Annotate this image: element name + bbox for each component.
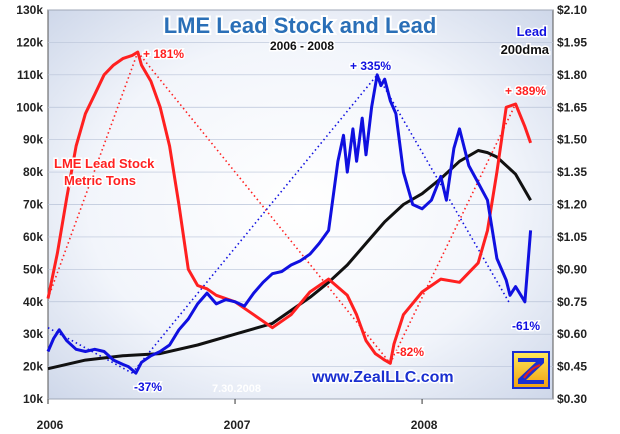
y-left-tick-label: 60k	[23, 230, 43, 244]
trend-line	[389, 103, 517, 364]
chart-subtitle: 2006 - 2008	[270, 39, 334, 53]
y-right-tick-label: $1.95	[557, 35, 587, 49]
grid	[48, 9, 553, 400]
y-left-tick-label: 100k	[16, 100, 43, 114]
annotation-minus-82: -82%	[396, 345, 424, 359]
legend-stock-line1: LME Lead Stock	[54, 156, 155, 171]
lead-price-line	[46, 73, 533, 375]
y-left-tick-label: 80k	[23, 165, 43, 179]
trend-line	[137, 51, 391, 364]
lme-lead-stock-line	[46, 50, 533, 365]
lead-200dma-line	[47, 149, 532, 371]
y-left-tick-label: 90k	[23, 133, 43, 147]
y-right-tick-label: $1.35	[557, 165, 587, 179]
chart-title: LME Lead Stock and Lead	[164, 13, 437, 38]
y-left-tick-label: 30k	[23, 327, 43, 341]
y-left-tick-label: 40k	[23, 295, 43, 309]
y-left-tick-label: 120k	[16, 35, 43, 49]
y-left-tick-label: 50k	[23, 262, 43, 276]
trend-line	[376, 74, 511, 305]
y-right-tick-label: $1.80	[557, 68, 587, 82]
annotation-plus-389: + 389%	[505, 84, 546, 98]
y-right-tick-label: $0.30	[557, 392, 587, 406]
right-axis-ticks: $0.30 $0.45 $0.60 $0.75 $0.90 $1.05 $1.20 $1.35…	[557, 3, 587, 406]
series-lines	[46, 50, 533, 375]
x-tick-label: 2006	[37, 418, 64, 432]
legend-stock-line2: Metric Tons	[64, 173, 136, 188]
date-stamp: 7.30.2008	[212, 383, 261, 395]
trend-lines	[47, 51, 517, 374]
y-right-tick-label: $0.75	[557, 295, 587, 309]
x-axis-ticks: 2006 2007 2008	[37, 399, 438, 432]
legend-200dma: 200dma	[501, 42, 550, 57]
annotation-plus-181: + 181%	[143, 47, 184, 61]
x-tick-label: 2007	[224, 418, 251, 432]
y-right-tick-label: $0.60	[557, 327, 587, 341]
y-right-tick-label: $0.45	[557, 360, 587, 374]
y-left-tick-label: 10k	[23, 392, 43, 406]
y-right-tick-label: $2.10	[557, 3, 587, 17]
y-right-tick-label: $1.65	[557, 100, 587, 114]
zeal-logo	[512, 351, 550, 389]
trend-line	[131, 74, 378, 374]
annotation-minus-61: -61%	[512, 319, 540, 333]
trend-line	[47, 51, 139, 299]
website-url: www.ZealLLC.com	[311, 369, 454, 386]
y-right-tick-label: $1.50	[557, 133, 587, 147]
left-axis-ticks: 10k 20k 30k 40k 50k 60k 70k 80k 90k 100k 110k 120k 1…	[16, 3, 43, 406]
y-left-tick-label: 70k	[23, 198, 43, 212]
y-left-tick-label: 130k	[16, 3, 43, 17]
annotation-plus-335: + 335%	[350, 59, 391, 73]
x-tick-label: 2008	[411, 418, 438, 432]
legend-lead: Lead	[517, 24, 547, 39]
y-left-tick-label: 110k	[17, 68, 43, 82]
y-right-tick-label: $1.05	[557, 230, 587, 244]
y-right-tick-label: $1.20	[557, 198, 587, 212]
annotation-minus-37: -37%	[134, 380, 162, 394]
y-right-tick-label: $0.90	[557, 262, 587, 276]
y-left-tick-label: 20k	[23, 360, 43, 374]
